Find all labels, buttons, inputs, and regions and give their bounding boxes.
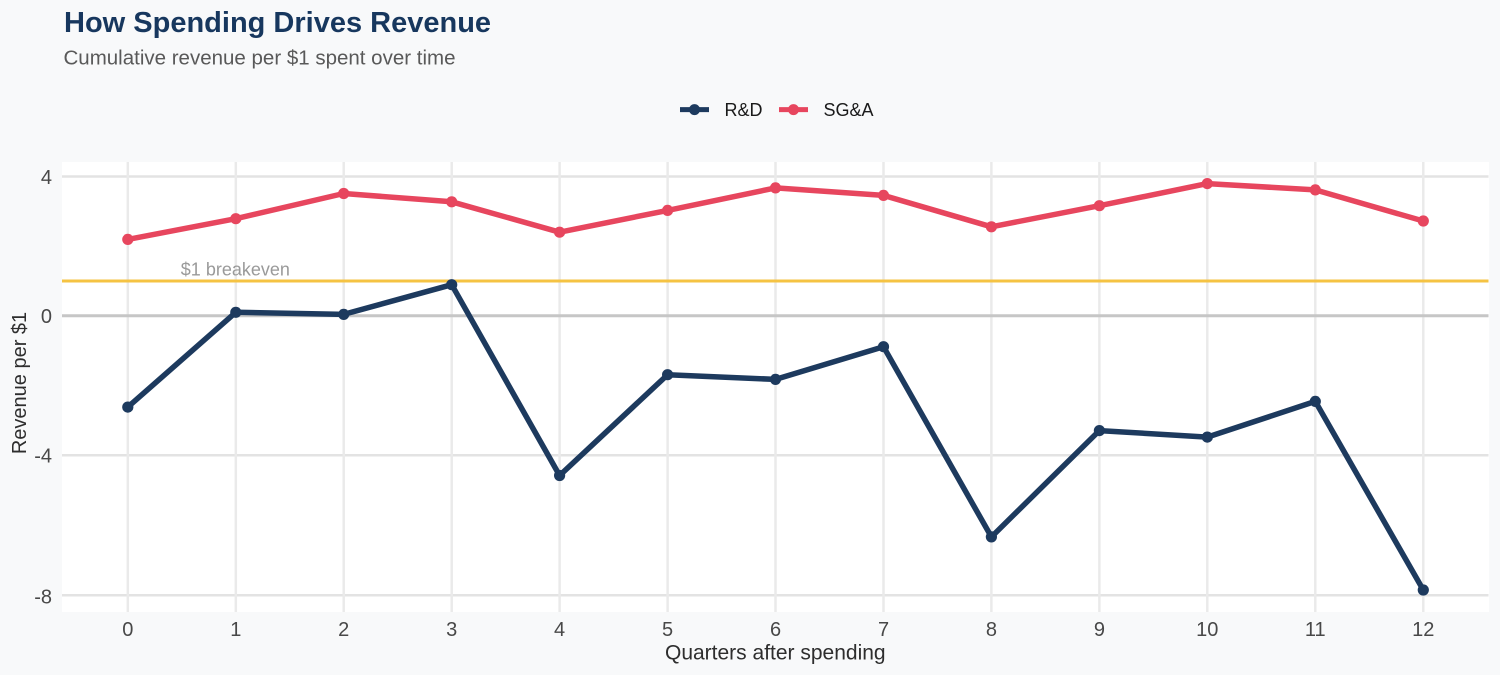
svg-text:10: 10 [1196,619,1218,641]
svg-text:-4: -4 [34,445,52,467]
svg-text:8: 8 [986,619,997,641]
svg-text:9: 9 [1094,619,1105,641]
svg-text:3: 3 [446,619,457,641]
svg-text:Revenue per $1: Revenue per $1 [9,312,31,454]
svg-text:2: 2 [338,619,349,641]
svg-text:1: 1 [230,619,241,641]
svg-text:0: 0 [122,619,133,641]
svg-text:Cumulative revenue per $1 spen: Cumulative revenue per $1 spent over tim… [64,46,456,69]
svg-text:6: 6 [770,619,781,641]
svg-text:12: 12 [1412,619,1434,641]
svg-text:Quarters after spending: Quarters after spending [665,642,886,665]
svg-text:4: 4 [41,167,52,189]
svg-text:-8: -8 [34,587,52,609]
svg-text:11: 11 [1305,619,1326,641]
svg-text:4: 4 [554,619,565,641]
svg-text:R&D: R&D [725,100,763,120]
svg-text:7: 7 [878,619,889,641]
svg-text:5: 5 [662,619,673,641]
svg-text:0: 0 [41,306,52,328]
svg-text:SG&A: SG&A [824,100,874,120]
svg-text:How Spending Drives Revenue: How Spending Drives Revenue [64,7,491,39]
svg-text:$1 breakeven: $1 breakeven [181,259,290,279]
